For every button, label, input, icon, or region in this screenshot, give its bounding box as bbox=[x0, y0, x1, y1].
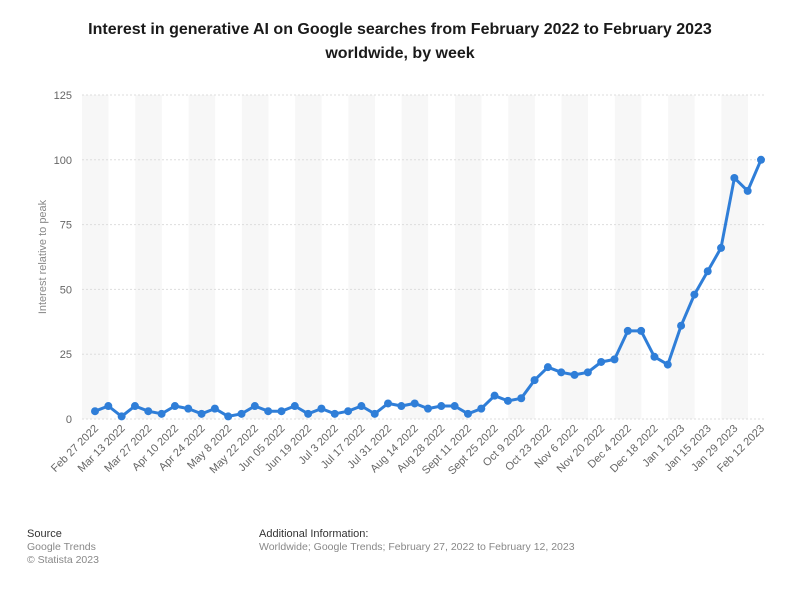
data-point bbox=[224, 412, 233, 421]
data-point bbox=[384, 399, 393, 408]
data-point bbox=[597, 357, 606, 366]
data-point bbox=[344, 407, 353, 416]
data-point bbox=[157, 409, 166, 418]
data-point bbox=[743, 186, 752, 195]
chart-title-line-1: Interest in generative AI on Google sear… bbox=[88, 21, 712, 38]
plot-band bbox=[481, 95, 509, 419]
data-point bbox=[703, 267, 712, 276]
plot-band bbox=[215, 95, 242, 419]
plot-band bbox=[295, 95, 322, 419]
plot-band bbox=[401, 95, 429, 419]
data-point bbox=[130, 402, 139, 411]
plot-band bbox=[508, 95, 535, 419]
data-point bbox=[570, 370, 579, 379]
chart-title: Interest in generative AI on Google sear… bbox=[60, 18, 740, 66]
data-point bbox=[397, 402, 406, 411]
plot-band bbox=[188, 95, 216, 419]
data-point bbox=[663, 360, 672, 369]
data-point bbox=[463, 409, 472, 418]
plot-band bbox=[614, 95, 642, 419]
chart-title-line-2: worldwide, by week bbox=[325, 45, 475, 62]
data-point bbox=[197, 409, 206, 418]
y-tick-label: 125 bbox=[54, 90, 72, 102]
data-point bbox=[330, 409, 339, 418]
data-point bbox=[250, 402, 259, 411]
plot-band bbox=[641, 95, 669, 419]
data-point bbox=[437, 402, 446, 411]
data-point bbox=[637, 326, 646, 335]
data-point bbox=[623, 326, 632, 335]
data-point bbox=[210, 404, 219, 413]
plot-band bbox=[668, 95, 695, 419]
plot-band bbox=[428, 95, 455, 419]
data-point bbox=[264, 407, 273, 416]
plot-band bbox=[748, 95, 765, 419]
data-point bbox=[543, 363, 552, 372]
data-point bbox=[717, 243, 726, 252]
data-point bbox=[690, 290, 699, 299]
data-point bbox=[317, 404, 326, 413]
plot-band bbox=[561, 95, 589, 419]
source-label: Source bbox=[27, 528, 62, 540]
data-point bbox=[730, 173, 739, 182]
source-name: Google Trends bbox=[27, 541, 96, 553]
data-point bbox=[503, 396, 512, 405]
plot-band bbox=[135, 95, 162, 419]
data-point bbox=[184, 404, 193, 413]
plot-band bbox=[268, 95, 296, 419]
plot-band bbox=[348, 95, 376, 419]
additional-info-label: Additional Information: bbox=[259, 528, 369, 540]
plot-band bbox=[721, 95, 748, 419]
y-tick-label: 75 bbox=[60, 220, 72, 232]
data-point bbox=[424, 404, 432, 413]
plot-band bbox=[375, 95, 402, 419]
data-point bbox=[370, 409, 379, 418]
data-point bbox=[677, 321, 686, 330]
data-point bbox=[410, 399, 419, 408]
data-point bbox=[583, 368, 592, 377]
plot-band bbox=[454, 95, 482, 419]
additional-info-text: Worldwide; Google Trends; February 27, 2… bbox=[259, 541, 575, 553]
data-point bbox=[650, 352, 659, 361]
data-point bbox=[450, 402, 459, 411]
data-point bbox=[757, 155, 765, 164]
y-tick-label: 100 bbox=[54, 155, 72, 167]
copyright-text: © Statista 2023 bbox=[27, 554, 99, 566]
data-point bbox=[304, 409, 313, 418]
plot-band bbox=[161, 95, 189, 419]
data-point bbox=[170, 402, 179, 411]
plot-band bbox=[82, 95, 109, 419]
data-point bbox=[517, 394, 526, 403]
additional-info-block: Additional Information: Worldwide; Googl… bbox=[259, 528, 575, 554]
data-point bbox=[610, 355, 619, 364]
source-block: Source Google Trends © Statista 2023 bbox=[27, 528, 99, 567]
data-point bbox=[477, 404, 486, 413]
data-point bbox=[117, 412, 126, 421]
data-point bbox=[490, 391, 499, 400]
data-point bbox=[290, 402, 299, 411]
data-point bbox=[530, 376, 539, 385]
plot-band bbox=[108, 95, 136, 419]
plot-band bbox=[241, 95, 269, 419]
data-point bbox=[237, 409, 246, 418]
data-point bbox=[277, 407, 286, 416]
data-point bbox=[144, 407, 153, 416]
y-tick-label: 25 bbox=[60, 349, 72, 361]
y-tick-label: 50 bbox=[60, 284, 72, 296]
plot-band bbox=[321, 95, 349, 419]
data-point bbox=[357, 402, 366, 411]
y-axis-title: Interest relative to peak bbox=[37, 199, 49, 314]
data-point bbox=[557, 368, 566, 377]
data-point bbox=[91, 407, 99, 416]
data-point bbox=[104, 402, 113, 411]
y-tick-label: 0 bbox=[66, 414, 72, 426]
